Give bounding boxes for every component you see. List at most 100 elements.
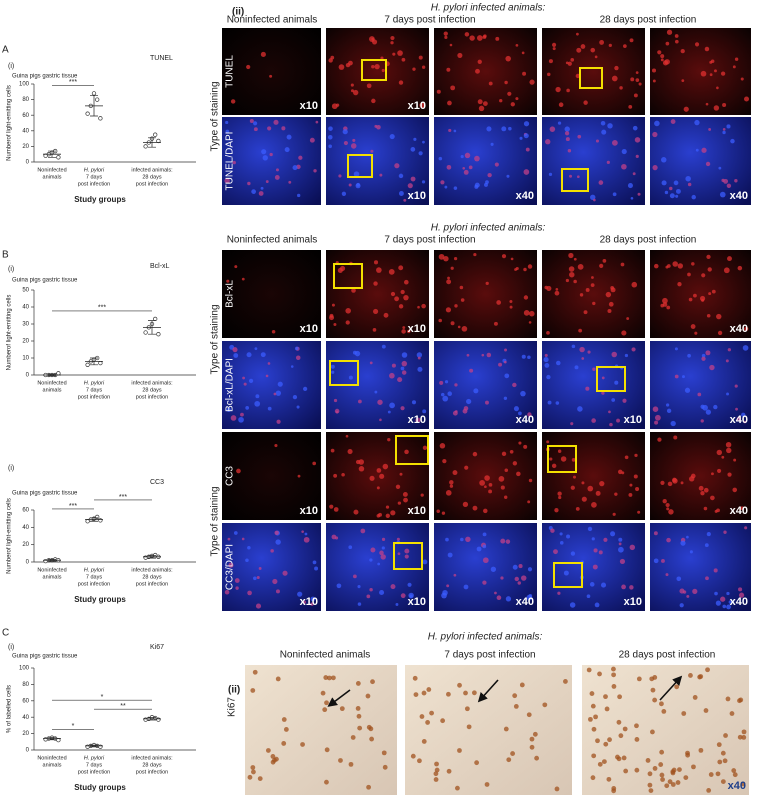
cell-dot xyxy=(559,541,564,545)
cell-dot xyxy=(664,59,670,65)
cell-dot xyxy=(602,258,607,263)
cell-dot xyxy=(581,481,585,485)
data-point xyxy=(98,360,103,366)
cell-dot xyxy=(610,531,616,537)
cell-dot xyxy=(374,124,378,128)
cell-dot xyxy=(509,449,514,454)
axis-label: Type of staining xyxy=(210,81,221,151)
cell-dot xyxy=(612,192,617,197)
cell-dot xyxy=(338,174,342,178)
cell-dot xyxy=(444,380,449,384)
significance-label: *** xyxy=(119,494,127,501)
cell-dot xyxy=(607,309,612,314)
cell-dot xyxy=(350,143,357,149)
cell-dot xyxy=(225,129,230,134)
cell-dot xyxy=(591,726,597,732)
cell-dot xyxy=(666,507,670,511)
cell-dot xyxy=(523,267,527,272)
cell-dot xyxy=(514,576,519,582)
x-tick-label: animals xyxy=(43,387,62,393)
cell-dot xyxy=(731,768,737,773)
cell-dot xyxy=(397,377,403,383)
row-label: Bcl-xL xyxy=(225,280,236,308)
cell-dot xyxy=(226,279,230,283)
cell-dot xyxy=(720,596,726,602)
magnification: x40 xyxy=(730,414,748,426)
cell-dot xyxy=(734,57,739,61)
cell-dot xyxy=(710,495,715,501)
magnification: x10 xyxy=(408,505,426,517)
cell-dot xyxy=(718,166,722,170)
cell-dot xyxy=(735,407,738,411)
cell-dot xyxy=(341,191,347,196)
cell-dot xyxy=(593,198,596,202)
cell-dot xyxy=(339,706,345,712)
cell-dot xyxy=(236,468,241,474)
x-tick-label: post infection xyxy=(136,769,168,775)
cell-dot xyxy=(342,129,348,135)
row-label: TUNEL xyxy=(225,55,236,88)
cell-dot xyxy=(382,463,389,470)
cell-dot xyxy=(726,183,732,188)
cell-dot xyxy=(578,328,583,333)
cell-dot xyxy=(426,687,432,692)
cell-dot xyxy=(726,604,731,610)
cell-dot xyxy=(462,166,466,170)
cell-dot xyxy=(652,165,658,171)
cell-dot xyxy=(412,67,416,71)
cell-dot xyxy=(732,65,736,69)
micrograph xyxy=(542,250,645,338)
cell-dot xyxy=(370,547,376,553)
cell-dot xyxy=(453,256,458,261)
cell-dot xyxy=(246,64,251,70)
cell-dot xyxy=(741,729,747,735)
cell-dot xyxy=(711,289,716,294)
cell-dot xyxy=(413,137,417,141)
cell-dot xyxy=(527,412,532,417)
cell-dot xyxy=(569,271,575,278)
cell-dot xyxy=(563,570,569,576)
cell-dot xyxy=(275,168,279,172)
micrograph xyxy=(650,28,751,115)
cell-dot xyxy=(585,386,590,391)
cell-dot xyxy=(607,123,613,129)
cell-dot xyxy=(567,149,572,153)
cell-dot xyxy=(560,456,567,462)
cell-dot xyxy=(635,487,640,492)
cell-dot xyxy=(669,193,675,199)
cell-dot xyxy=(274,443,278,448)
cell-dot xyxy=(484,782,490,787)
cell-dot xyxy=(709,364,715,371)
cell-dot xyxy=(399,472,403,476)
x-tick-label: animals xyxy=(43,762,62,768)
cell-dot xyxy=(687,272,691,277)
cell-dot xyxy=(534,755,540,761)
cell-dot xyxy=(667,779,673,785)
cell-dot xyxy=(654,120,660,127)
cell-dot xyxy=(591,753,597,759)
cell-dot xyxy=(474,760,480,766)
cell-dot xyxy=(333,507,339,512)
cell-dot xyxy=(509,299,513,303)
cell-dot xyxy=(591,537,595,541)
cell-dot xyxy=(270,759,276,765)
micrograph xyxy=(222,250,321,338)
cell-dot xyxy=(732,772,738,778)
cell-dot xyxy=(660,480,665,486)
cell-dot xyxy=(348,183,352,187)
cell-dot xyxy=(329,504,334,509)
cell-dot xyxy=(694,119,700,126)
cell-dot xyxy=(705,667,710,673)
cell-dot xyxy=(740,781,746,787)
cell-dot xyxy=(577,406,583,412)
cell-dot xyxy=(633,474,638,479)
cell-dot xyxy=(271,330,276,334)
cell-dot xyxy=(665,41,670,46)
cell-dot xyxy=(247,774,253,780)
cell-dot xyxy=(421,690,427,696)
cell-dot xyxy=(518,441,522,445)
zoom-box xyxy=(596,366,626,392)
cell-dot xyxy=(611,666,616,672)
cell-dot xyxy=(692,695,698,700)
cell-dot xyxy=(503,396,508,401)
